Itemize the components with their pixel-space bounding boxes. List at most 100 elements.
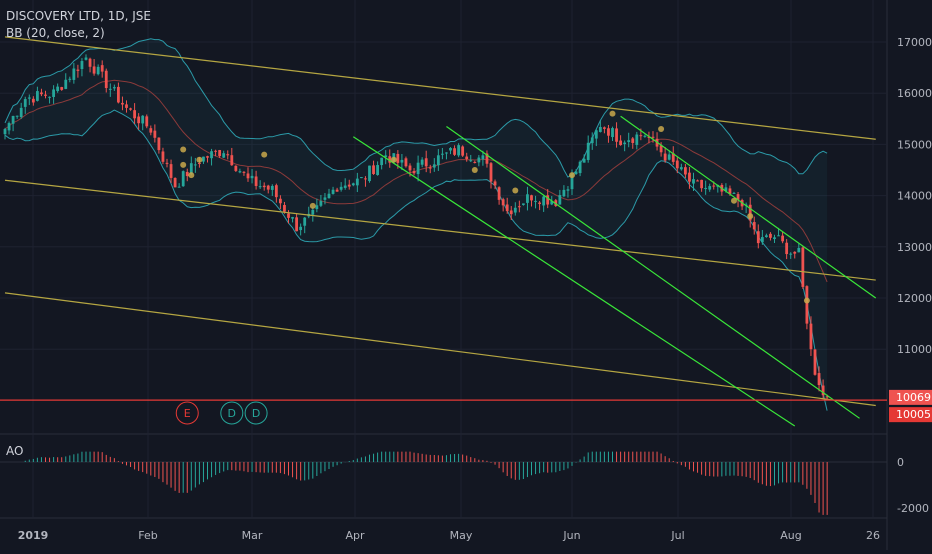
candle-body — [84, 57, 88, 60]
candle-body — [607, 128, 610, 136]
candle-body — [558, 195, 562, 205]
candle-body — [684, 167, 687, 175]
candle-body — [177, 186, 181, 188]
candle-body — [598, 127, 602, 132]
candle-body — [736, 194, 740, 200]
candle-body — [424, 158, 428, 167]
candle-body — [27, 97, 31, 99]
candle-body — [104, 70, 108, 89]
candle-body — [262, 185, 266, 188]
candle-body — [481, 155, 485, 160]
candle-body — [432, 164, 436, 168]
ao-tick-label: -2000 — [897, 502, 929, 515]
candle-body — [615, 128, 618, 142]
signal-marker — [390, 156, 397, 163]
candle-body — [667, 154, 671, 160]
candle-body — [453, 148, 456, 155]
candle-body — [724, 187, 728, 191]
candle-body — [679, 167, 683, 170]
candle-body — [40, 92, 43, 95]
candle-body — [129, 108, 132, 110]
candle-body — [295, 217, 298, 232]
candle-body — [732, 192, 736, 194]
candle-body — [141, 115, 145, 124]
bb-upper-band — [4, 38, 828, 178]
x-tick-label: Jun — [562, 529, 580, 542]
green-channel-line — [352, 136, 796, 427]
candle-body — [360, 177, 363, 179]
candle-body — [635, 134, 639, 145]
candle-body — [760, 237, 764, 243]
y-tick-label: 16000 — [897, 87, 932, 100]
candle-body — [594, 130, 598, 139]
candle-body — [773, 237, 776, 240]
candle-body — [797, 247, 801, 253]
candle-body — [11, 115, 15, 124]
x-tick-label: Mar — [242, 529, 263, 542]
candle-body — [323, 197, 327, 200]
signal-marker — [180, 161, 187, 168]
signal-marker — [512, 187, 519, 194]
candle-body — [372, 165, 375, 175]
candle-body — [542, 196, 546, 206]
candle-body — [315, 205, 319, 210]
candle-body — [246, 173, 250, 179]
green-channel-line — [620, 115, 877, 299]
candle-body — [234, 165, 238, 171]
candle-body — [817, 373, 821, 386]
candle-body — [647, 136, 651, 138]
candle-body — [364, 178, 367, 180]
candle-body — [485, 153, 489, 164]
symbol-title[interactable]: DISCOVERY LTD, 1D, JSE — [6, 9, 151, 23]
candle-body — [68, 78, 72, 80]
candle-body — [242, 171, 246, 173]
candle-body — [809, 323, 813, 350]
last-price-badge — [889, 389, 932, 405]
yellow-trend-line — [4, 179, 876, 281]
candle-body — [611, 128, 614, 138]
candle-body — [643, 135, 647, 137]
candle-body — [420, 159, 424, 165]
candle-body — [283, 205, 286, 212]
candle-body — [145, 116, 149, 127]
candle-body — [331, 189, 335, 194]
candle-body — [153, 130, 157, 138]
candle-body — [193, 164, 197, 166]
candle-body — [31, 98, 35, 103]
candle-body — [133, 110, 136, 119]
candle-body — [92, 66, 96, 74]
candle-body — [570, 173, 574, 190]
candle-body — [497, 187, 501, 200]
candle-body — [266, 185, 270, 190]
x-tick-label: Aug — [780, 529, 801, 542]
bb-lower-band — [4, 109, 828, 411]
candle-body — [226, 154, 230, 156]
candle-body — [149, 128, 153, 133]
candle-body — [436, 155, 440, 166]
candle-body — [449, 148, 452, 151]
candle-body — [185, 171, 189, 177]
bb-indicator-label[interactable]: BB (20, close, 2) — [6, 26, 105, 40]
candle-body — [238, 171, 242, 173]
signal-marker — [803, 297, 810, 304]
ao-tick-label: 0 — [897, 456, 904, 469]
candle-body — [400, 159, 404, 163]
signal-marker — [471, 167, 478, 173]
candle-body — [509, 210, 513, 215]
candle-body — [659, 145, 663, 153]
candle-body — [100, 65, 104, 72]
y-tick-label: 13000 — [897, 241, 932, 254]
candle-body — [206, 156, 209, 158]
y-tick-label: 14000 — [897, 190, 932, 203]
chart-header: DISCOVERY LTD, 1D, JSE BB (20, close, 2) — [6, 8, 151, 42]
ao-indicator-label[interactable]: AO — [6, 444, 24, 458]
candle-body — [781, 235, 784, 242]
signal-marker — [658, 126, 665, 133]
candle-body — [517, 206, 521, 208]
candle-body — [108, 88, 112, 90]
candle-body — [785, 242, 789, 255]
candle-body — [137, 116, 141, 124]
candle-body — [299, 226, 303, 231]
